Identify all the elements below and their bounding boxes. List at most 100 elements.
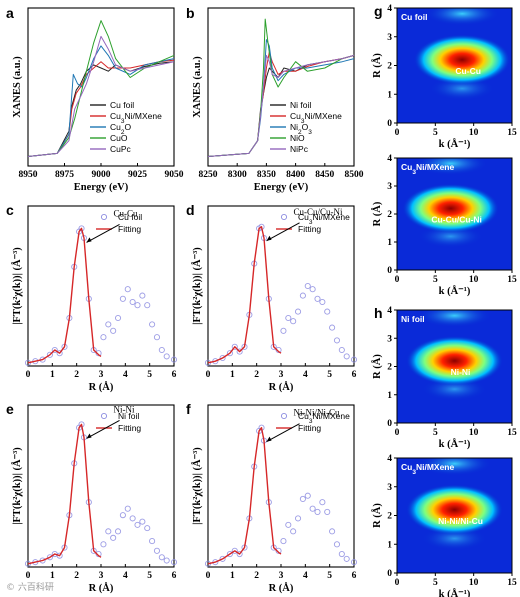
series-line — [27, 423, 102, 565]
data-point — [149, 321, 156, 328]
x-tick-label: 9050 — [165, 170, 184, 180]
data-point — [314, 508, 321, 515]
data-point — [338, 550, 345, 558]
x-tick-label: 3 — [279, 370, 284, 380]
data-point — [290, 528, 297, 535]
y-tick-label: 3 — [387, 33, 392, 43]
data-point — [129, 298, 136, 306]
y-tick-label: 2 — [387, 62, 392, 72]
x-tick-label: 5 — [433, 578, 438, 588]
x-tick-label: 3 — [279, 571, 284, 581]
arrow-head — [86, 237, 92, 243]
data-point — [119, 512, 126, 519]
x-axis-label: k (Å⁻¹) — [439, 285, 471, 297]
panel-label: b — [186, 5, 195, 21]
map-title: Cu foil — [401, 12, 427, 22]
x-tick-label: 0 — [206, 370, 211, 380]
wavelet-map: Cu foil Cu-Cu 0 1 2 3 4 0 5 10 15 k (Å⁻¹) R (Å) g — [371, 3, 517, 150]
panel-label: e — [6, 401, 14, 417]
y-axis-label: |FT(k²χ(k))| (Å⁻³) — [191, 447, 203, 525]
y-axis-label: R (Å) — [371, 354, 383, 379]
data-point — [299, 495, 306, 503]
y-tick-label: 1 — [387, 90, 392, 100]
x-tick-label: 8250 — [199, 170, 218, 180]
data-point — [46, 554, 53, 561]
data-point — [350, 356, 358, 363]
y-axis-label: R (Å) — [371, 503, 383, 528]
data-point — [158, 346, 165, 354]
data-point — [56, 552, 63, 559]
legend-entry: Cu3Ni/MXene — [298, 411, 350, 425]
legend-entry: Fitting — [118, 224, 141, 234]
x-tick-label: 3 — [99, 571, 104, 581]
x-tick-label: 8300 — [228, 170, 247, 180]
data-point — [158, 554, 165, 561]
legend-entry: Cu foil — [110, 100, 134, 110]
legend-entry: CuO — [110, 133, 128, 143]
heatmap-lobe — [425, 8, 499, 26]
y-tick-label: 4 — [387, 306, 392, 316]
data-point — [329, 528, 336, 535]
data-point — [134, 521, 141, 528]
heatmap-peak — [402, 183, 499, 234]
legend-swatch — [100, 412, 108, 420]
wavelet-map: Cu3Ni/MXene Cu-Cu/Cu-Ni 0 1 2 3 4 0 5 10 15 k (Å⁻¹)… — [371, 154, 517, 297]
wavelet-map: Ni foil Ni-Ni 0 1 2 3 4 0 5 10 15 k (Å⁻¹) R (Å) h — [371, 305, 517, 450]
y-axis-label: R (Å) — [371, 201, 383, 226]
data-point — [333, 337, 341, 344]
data-point — [153, 547, 161, 554]
data-point — [51, 346, 58, 354]
data-point — [350, 559, 358, 566]
plot-frame — [207, 7, 355, 167]
data-point — [163, 353, 170, 360]
data-point — [285, 314, 292, 322]
heatmap-body — [397, 8, 512, 123]
y-axis-label: XANES (a.u.) — [12, 56, 23, 118]
x-tick-label: 15 — [507, 578, 517, 588]
data-point — [139, 292, 146, 299]
x-tick-label: 0 — [395, 128, 400, 138]
x-tick-label: 4 — [303, 571, 308, 581]
watermark: © 六百科研 — [6, 583, 54, 593]
y-tick-label: 1 — [387, 238, 392, 248]
data-point — [343, 353, 350, 360]
y-tick-label: 4 — [387, 154, 392, 164]
x-tick-label: 15 — [507, 428, 517, 438]
annotation-arrow — [266, 423, 300, 443]
data-point — [236, 348, 243, 355]
data-point — [149, 538, 156, 545]
x-tick-label: 5 — [147, 370, 152, 380]
data-point — [105, 321, 112, 328]
x-tick-label: 1 — [50, 370, 55, 380]
x-tick-label: 2 — [254, 571, 259, 581]
annotation-arrow — [266, 222, 300, 242]
annotation-arrow — [86, 420, 120, 439]
data-point — [163, 557, 170, 564]
y-tick-label: 2 — [387, 210, 392, 220]
heatmap-lobe — [413, 158, 488, 175]
data-point — [236, 550, 243, 558]
x-tick-label: 0 — [395, 428, 400, 438]
legend-entry: Fitting — [298, 224, 321, 234]
x-tick-label: 8400 — [286, 170, 305, 180]
data-point — [100, 334, 107, 341]
legend-entry: Cu2O — [110, 122, 132, 136]
data-point — [219, 354, 226, 362]
data-point — [231, 343, 238, 350]
x-tick-label: 8975 — [55, 170, 74, 180]
heatmap-peak — [413, 34, 511, 86]
heatmap-body — [397, 310, 512, 423]
data-point — [139, 518, 146, 525]
series-line — [27, 45, 175, 157]
data-point — [280, 538, 287, 545]
series-line — [207, 18, 355, 157]
panel-a: 8950 8975 9000 9025 9050 Energy (eV) XANES (a.… — [6, 5, 184, 193]
data-point — [226, 350, 233, 357]
data-point — [324, 508, 331, 515]
legend-entry: NiO — [290, 133, 305, 143]
data-point — [46, 351, 53, 358]
series-markers — [204, 223, 358, 366]
series-line — [207, 54, 355, 157]
data-point — [285, 521, 292, 528]
